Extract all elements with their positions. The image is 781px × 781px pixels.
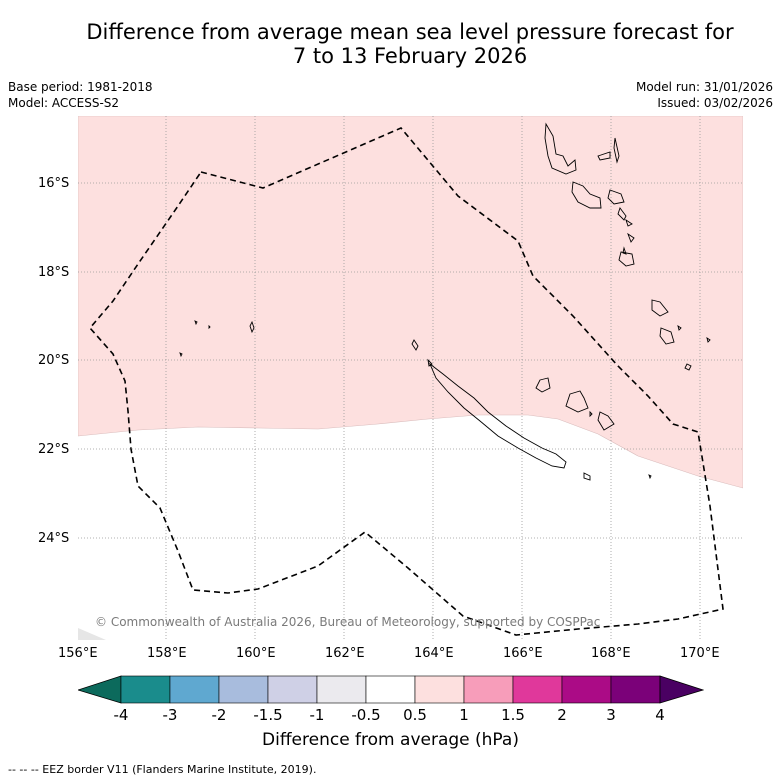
colorbar-tick-label: 3 <box>606 706 616 724</box>
colorbar-tick-label: -4 <box>113 706 129 724</box>
chart-title-line2: 7 to 13 February 2026 <box>292 44 528 68</box>
colorbar-cell <box>561 675 612 704</box>
nodata-corner <box>78 628 106 640</box>
lon-label-164e: 164°E <box>414 646 454 661</box>
colorbar-tick-label: -0.5 <box>351 706 381 724</box>
lon-label-162e: 162°E <box>325 646 365 661</box>
colorbar-title: Difference from average (hPa) <box>262 730 519 750</box>
colorbar-tick-label: 1 <box>459 706 469 724</box>
colorbar-cell <box>218 675 269 704</box>
colorbar-cell <box>414 675 465 704</box>
model-name: Model: ACCESS-S2 <box>8 96 120 110</box>
colorbar-extend-high <box>659 675 704 704</box>
lon-label-156e: 156°E <box>58 646 98 661</box>
island-belep <box>411 339 419 351</box>
map-panel: © Commonwealth of Australia 2026, Bureau… <box>78 116 743 640</box>
graticule <box>78 116 743 640</box>
colorbar-extend-low <box>78 675 122 704</box>
lon-label-168e: 168°E <box>591 646 631 661</box>
colorbar <box>78 675 704 704</box>
colorbar-cell <box>120 675 171 704</box>
lon-label-166e: 166°E <box>503 646 543 661</box>
map-svg: © Commonwealth of Australia 2026, Bureau… <box>78 116 743 640</box>
colorbar-tick-label: 1.5 <box>501 706 525 724</box>
colorbar-tick-label: -2 <box>211 706 227 724</box>
lat-label-20s: 20°S <box>38 353 70 368</box>
colorbar-cell <box>512 675 563 704</box>
colorbar-cells <box>120 675 661 704</box>
island-new-caledonia <box>428 362 567 469</box>
lat-label-24s: 24°S <box>38 531 70 546</box>
meta-right: Model run: 31/01/2026 Issued: 03/02/2026 <box>636 79 773 111</box>
colorbar-tick-label: -1.5 <box>253 706 283 724</box>
islands-vanuatu <box>544 122 711 371</box>
lat-label-18s: 18°S <box>38 265 70 280</box>
colorbar-tick-label: -1 <box>309 706 325 724</box>
island-islet <box>427 358 433 367</box>
colorbar-tick-label: 4 <box>655 706 665 724</box>
colorbar-cell <box>169 675 220 704</box>
colorbar-cell <box>267 675 318 704</box>
colorbar-tick-label: 0.5 <box>403 706 427 724</box>
eez-legend: -- -- -- EEZ border V11 (Flanders Marine… <box>8 763 317 776</box>
model-run: Model run: 31/01/2026 <box>635 80 773 94</box>
issued-date: Issued: 03/02/2026 <box>657 96 773 110</box>
eez-border <box>88 127 724 636</box>
colorbar-tick-label: -3 <box>162 706 178 724</box>
colorbar-cell <box>610 675 661 704</box>
chart-title-line1: Difference from average mean sea level p… <box>86 20 734 44</box>
base-period: Base period: 1981-2018 <box>8 80 153 94</box>
colorbar-cell <box>365 675 416 704</box>
lon-label-160e: 160°E <box>236 646 276 661</box>
colorbar-cell <box>463 675 514 704</box>
islands-reefs <box>179 320 255 358</box>
colorbar-tick-label: 2 <box>557 706 567 724</box>
lon-label-170e: 170°E <box>680 646 720 661</box>
lat-label-16s: 16°S <box>38 176 70 191</box>
copyright-text: © Commonwealth of Australia 2026, Bureau… <box>95 615 600 629</box>
anomaly-region-positive <box>78 116 743 489</box>
meta-left: Base period: 1981-2018 Model: ACCESS-S2 <box>8 79 153 111</box>
lon-label-158e: 158°E <box>147 646 187 661</box>
colorbar-cell <box>316 675 367 704</box>
lat-label-22s: 22°S <box>38 442 70 457</box>
islands-loyalty <box>535 377 652 481</box>
